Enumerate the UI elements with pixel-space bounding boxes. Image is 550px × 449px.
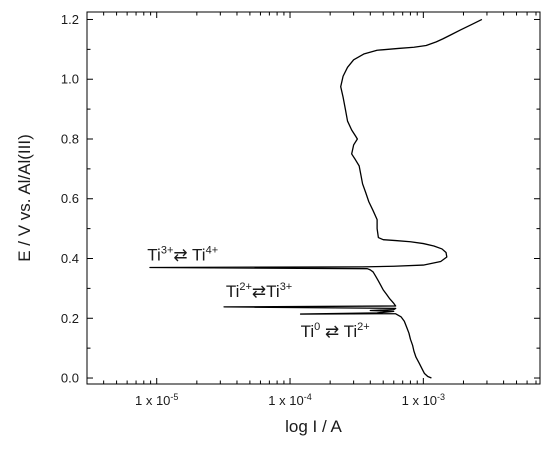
y-tick-label: 0.4 xyxy=(61,251,79,266)
annotations: Ti3+⇄ Ti4+ Ti2+⇄Ti3+ Ti0 ⇄ Ti2+ xyxy=(147,245,369,341)
y-axis-label: E / V vs. Al/Al(III) xyxy=(15,134,34,262)
plot-area xyxy=(86,11,541,385)
x-tick-label: 1 x 10-3 xyxy=(402,392,445,408)
y-tick-label: 0.2 xyxy=(61,311,79,326)
y-tick-label: 1.2 xyxy=(61,12,79,27)
y-tick-label: 0.8 xyxy=(61,131,79,146)
y-tick-label: 1.0 xyxy=(61,72,79,87)
series-layer xyxy=(149,18,483,379)
y-axis-ticks: 0.0 0.2 0.4 0.6 0.8 1.0 1.2 xyxy=(61,12,540,386)
redox-annotation: Ti3+⇄ Ti4+ xyxy=(147,245,218,265)
x-axis-ticks: 1 x 10-5 1 x 10-4 1 x 10-3 xyxy=(86,12,537,408)
y-tick-label: 0.0 xyxy=(61,371,79,386)
x-tick-label: 1 x 10-4 xyxy=(268,392,311,408)
redox-annotation: Ti2+⇄Ti3+ xyxy=(226,281,292,301)
x-axis-label: log I / A xyxy=(285,417,342,436)
plot-frame xyxy=(86,11,541,385)
redox-annotation: Ti0 ⇄ Ti2+ xyxy=(301,321,370,341)
polarization-curve xyxy=(149,18,483,379)
x-tick-label: 1 x 10-5 xyxy=(135,392,178,408)
y-tick-label: 0.6 xyxy=(61,191,79,206)
